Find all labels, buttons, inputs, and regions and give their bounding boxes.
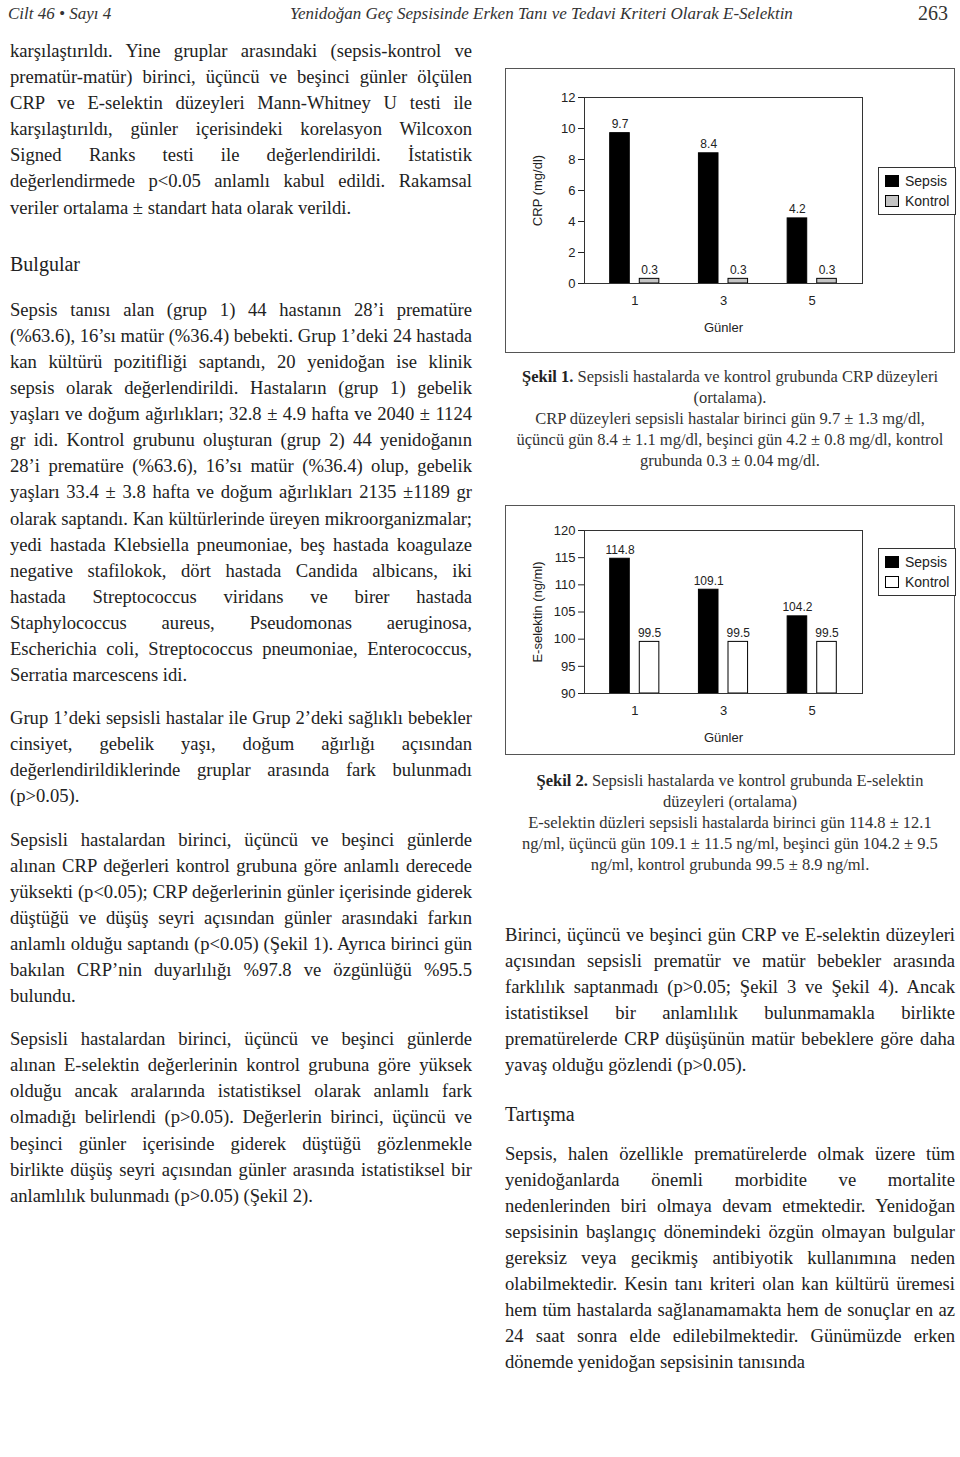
svg-text:Günler: Günler [704, 730, 744, 745]
svg-text:8: 8 [568, 152, 575, 167]
html-text:CRP düzeyleri sepsisli hastala: CRP düzeyleri sepsisli hastalar birinci … [516, 409, 944, 470]
html-text:263: 263 [918, 2, 948, 24]
svg-text:120: 120 [554, 523, 576, 538]
svg-text:90: 90 [561, 686, 575, 701]
html-text:Sepsisli hastalardan birinci,: Sepsisli hastalardan birinci, üçüncü ve … [10, 1028, 472, 1206]
html-text:Kontrol: Kontrol [905, 574, 950, 590]
svg-text:114.8: 114.8 [605, 543, 634, 557]
html-text:karşılaştırıldı. Yine gruplar: karşılaştırıldı. Yine gruplar arasındaki… [10, 40, 472, 218]
svg-text:0.3: 0.3 [730, 263, 747, 277]
svg-text:110: 110 [555, 577, 576, 592]
html-text:Sepsis tanısı alan (grup 1) 44: Sepsis tanısı alan (grup 1) 44 hastanın … [10, 298, 472, 686]
html-text:Tartışma: Tartışma [505, 1102, 575, 1125]
svg-text:Günler: Günler [704, 320, 744, 335]
svg-text:99.5: 99.5 [815, 626, 839, 640]
svg-text:109.1: 109.1 [694, 574, 724, 588]
svg-text:4.2: 4.2 [789, 202, 806, 216]
svg-text:95: 95 [561, 658, 575, 673]
svg-text:0.3: 0.3 [819, 263, 836, 277]
html-text:Şekil 1. Sepsisli hastalarda v: Şekil 1. Sepsisli hastalarda ve kontrol … [522, 367, 938, 407]
svg-text:6: 6 [568, 183, 575, 198]
svg-text:5: 5 [809, 293, 816, 308]
svg-text:E-selektin (ng/ml): E-selektin (ng/ml) [530, 561, 545, 662]
html-text:E-selektin düzleri sepsisli ha: E-selektin düzleri sepsisli hastalarda b… [522, 813, 938, 874]
html-text:Cilt 46 • Sayı 4: Cilt 46 • Sayı 4 [8, 4, 112, 23]
svg-text:3: 3 [720, 293, 727, 308]
svg-text:100: 100 [554, 631, 576, 646]
html-text:Şekil 2. Sepsisli hastalarda v: Şekil 2. Sepsisli hastalarda ve kontrol … [536, 771, 924, 811]
html-text:Sepsis, halen özellikle premat: Sepsis, halen özellikle prematürelerde o… [505, 1142, 955, 1373]
svg-text:99.5: 99.5 [727, 626, 751, 640]
svg-text:9.7: 9.7 [612, 117, 629, 131]
svg-text:CRP (mg/dl): CRP (mg/dl) [530, 155, 545, 226]
svg-text:99.5: 99.5 [638, 626, 662, 640]
html-text:Sepsis: Sepsis [905, 173, 947, 189]
html-text:Sepsis: Sepsis [905, 554, 947, 570]
html-text:Grup 1’deki sepsisli hastalar: Grup 1’deki sepsisli hastalar ile Grup 2… [10, 707, 472, 807]
svg-text:0: 0 [568, 276, 575, 291]
svg-text:3: 3 [720, 703, 727, 718]
svg-text:115: 115 [555, 550, 576, 565]
svg-text:5: 5 [809, 703, 816, 718]
svg-text:4: 4 [568, 214, 575, 229]
html-text:Kontrol: Kontrol [905, 193, 950, 209]
html-text:Yenidoğan Geç Sepsisinde Erken: Yenidoğan Geç Sepsisinde Erken Tanı ve T… [290, 4, 793, 23]
html-text:Sepsisli hastalardan birinci,: Sepsisli hastalardan birinci, üçüncü ve … [10, 828, 472, 1007]
svg-text:1: 1 [631, 293, 638, 308]
html-text:Birinci, üçüncü ve beşinci gün: Birinci, üçüncü ve beşinci gün CRP ve E-… [505, 924, 955, 1076]
svg-text:0.3: 0.3 [641, 263, 658, 277]
html-text:Bulgular: Bulgular [10, 252, 80, 275]
svg-text:104.2: 104.2 [782, 600, 812, 614]
svg-text:2: 2 [568, 245, 575, 260]
svg-text:12: 12 [561, 90, 575, 105]
svg-text:8.4: 8.4 [700, 137, 717, 151]
svg-text:105: 105 [554, 604, 576, 619]
svg-text:10: 10 [561, 121, 575, 136]
svg-text:1: 1 [631, 703, 638, 718]
